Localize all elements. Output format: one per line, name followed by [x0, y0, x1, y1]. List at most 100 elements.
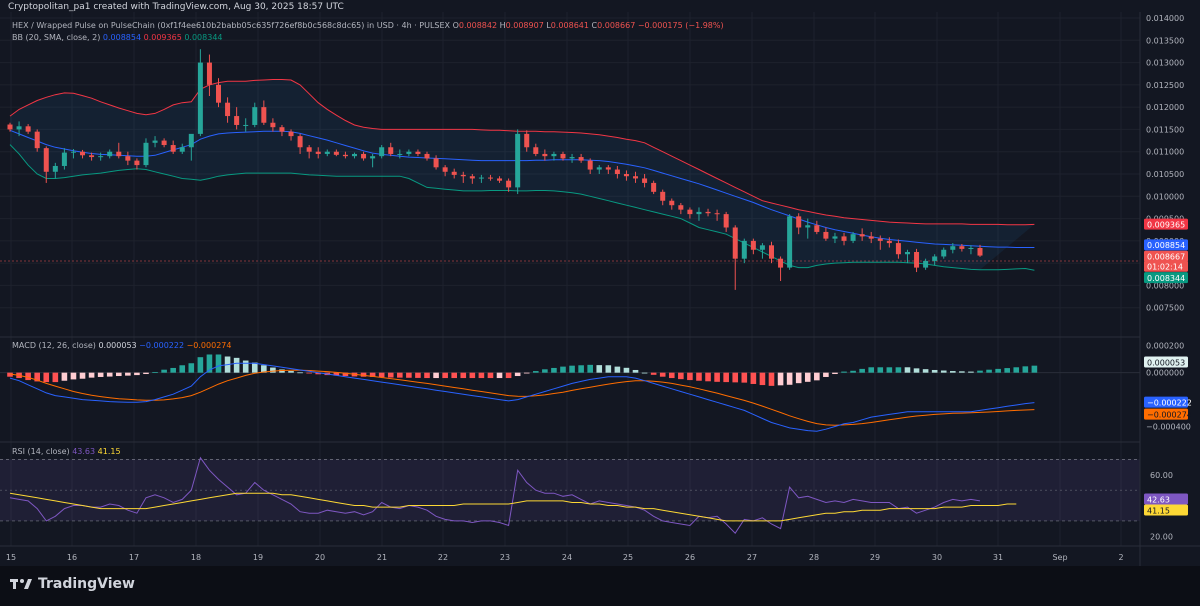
time-tick-label: 2 — [1118, 553, 1123, 562]
candle — [950, 243, 956, 254]
candle-body — [850, 234, 856, 241]
macd-hist-bar — [279, 369, 285, 373]
price-change: −0.000175 (−1.98%) — [638, 21, 724, 30]
close-price-badge-label: 0.008667 — [1147, 252, 1185, 261]
candle-body — [515, 133, 521, 188]
candle — [914, 248, 920, 273]
candle — [406, 149, 412, 157]
candle-body — [315, 151, 321, 154]
rsi-legend-label: RSI (14, close) — [12, 447, 72, 456]
macd-hist-bar — [523, 372, 530, 374]
time-tick-label: 20 — [315, 553, 325, 562]
candle-body — [596, 167, 602, 170]
macd-signal-badge: −0.000274 — [1144, 408, 1192, 420]
macd-hist-value: 0.000053 — [98, 341, 139, 350]
macd-hist-bar — [832, 372, 838, 375]
bb-lower-badge: 0.008344 — [1144, 272, 1188, 284]
macd-hist-bar — [34, 372, 40, 382]
candle — [959, 243, 965, 252]
macd-tick-label: −0.000400 — [1146, 423, 1191, 432]
bb-basis-value: 0.008854 — [103, 33, 144, 42]
ohlc-key: H — [500, 21, 506, 30]
macd-hist-bar — [632, 369, 639, 373]
close-price-badge: 0.008667 — [1144, 250, 1188, 262]
candle-body — [886, 240, 892, 244]
macd-hist-bar — [841, 371, 847, 373]
candle-body — [243, 124, 249, 126]
candle — [614, 165, 620, 179]
candle-body — [134, 160, 140, 166]
rsi-badge-bg — [1144, 493, 1188, 505]
candle — [904, 249, 910, 264]
candle-body — [778, 258, 784, 268]
candle-body — [270, 122, 276, 128]
macd-hist-bar — [968, 371, 974, 373]
candle-body — [642, 178, 648, 183]
candle-body — [524, 133, 530, 148]
candle — [506, 178, 512, 192]
footer-bar: TradingView — [0, 566, 1200, 606]
macd-legend: MACD (12, 26, close) 0.000053 −0.000222 … — [12, 341, 231, 350]
candle — [188, 133, 194, 161]
candle-body — [324, 151, 330, 154]
candle-body — [551, 153, 557, 157]
macd-hist-bar — [469, 372, 476, 379]
macd-hist-bar — [387, 372, 394, 378]
candle — [877, 235, 883, 250]
candle-body — [805, 225, 811, 228]
bb-legend-label: BB (20, SMA, close, 2) — [12, 33, 103, 42]
candle-body — [234, 116, 240, 125]
candle — [814, 220, 820, 235]
candle-body — [288, 131, 294, 137]
candle-body — [98, 156, 104, 158]
price-tick-label: 0.011000 — [1146, 148, 1184, 157]
macd-hist-bar — [514, 372, 521, 377]
candle-body — [478, 177, 484, 179]
candle-body — [388, 147, 394, 154]
candle — [152, 136, 158, 148]
candle — [170, 140, 176, 154]
candle — [578, 153, 584, 163]
chart-svg[interactable]: 0.014000 0.013500 0.013000 0.012500 0.012000… — [0, 12, 1200, 566]
candle — [868, 231, 874, 244]
macd-hist-bar — [134, 372, 140, 376]
time-tick-label: 23 — [500, 553, 510, 562]
candle-body — [623, 174, 629, 177]
macd-hist-bar — [143, 372, 149, 375]
candle-body — [796, 216, 802, 228]
symbol-name: HEX / Wrapped Pulse on PulseChain (0xf1f… — [12, 21, 453, 30]
candle-body — [442, 167, 448, 172]
macd-hist-bar — [315, 372, 322, 375]
price-tick-label: 0.013000 — [1146, 59, 1184, 68]
candle — [741, 238, 747, 264]
macd-hist-bar — [170, 367, 176, 373]
candle — [388, 142, 394, 157]
macd-hist-bar — [750, 372, 757, 384]
candle — [605, 165, 611, 174]
macd-hist-bar — [940, 370, 947, 373]
candle — [16, 121, 22, 137]
candle-body — [333, 151, 339, 155]
macd-hist-bar — [106, 372, 113, 377]
candle — [633, 171, 639, 183]
candle-body — [487, 177, 493, 179]
candle-body — [170, 145, 176, 152]
candle-body — [460, 174, 466, 177]
candle-body — [161, 140, 167, 146]
candle-body — [80, 151, 86, 156]
macd-hist-bar — [397, 372, 403, 378]
candle — [787, 214, 793, 270]
macd-hist-bar — [569, 365, 575, 373]
candle-body — [152, 140, 158, 143]
macd-hist-bar — [188, 363, 195, 373]
macd-hist-bar — [79, 372, 86, 379]
time-tick-label: 31 — [993, 553, 1003, 562]
candle — [642, 174, 648, 188]
macd-hist-badge-bg — [1144, 356, 1188, 368]
time-tick-label: 26 — [685, 553, 695, 562]
tradingview-logo[interactable]: TradingView — [10, 576, 135, 592]
macd-hist-bar — [115, 372, 122, 377]
candle — [805, 218, 811, 239]
bb-lower-value: 0.008344 — [184, 33, 222, 42]
macd-hist-bar — [297, 372, 303, 374]
